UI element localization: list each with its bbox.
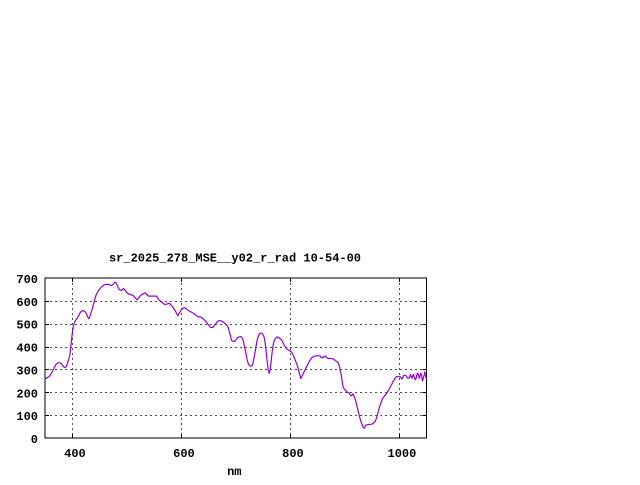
svg-text:sr_2025_278_MSE__y02_r_rad 10-: sr_2025_278_MSE__y02_r_rad 10-54-00 — [109, 252, 361, 266]
svg-text:1000: 1000 — [388, 447, 417, 461]
svg-text:600: 600 — [173, 447, 195, 461]
svg-text:800: 800 — [282, 447, 304, 461]
svg-text:200: 200 — [16, 387, 38, 401]
svg-text:600: 600 — [16, 296, 38, 310]
svg-text:400: 400 — [16, 342, 38, 356]
svg-text:nm: nm — [227, 465, 241, 479]
svg-text:500: 500 — [16, 319, 38, 333]
svg-text:300: 300 — [16, 364, 38, 378]
svg-text:0: 0 — [31, 433, 38, 447]
svg-text:400: 400 — [64, 447, 86, 461]
svg-text:100: 100 — [16, 410, 38, 424]
svg-text:700: 700 — [16, 273, 38, 287]
